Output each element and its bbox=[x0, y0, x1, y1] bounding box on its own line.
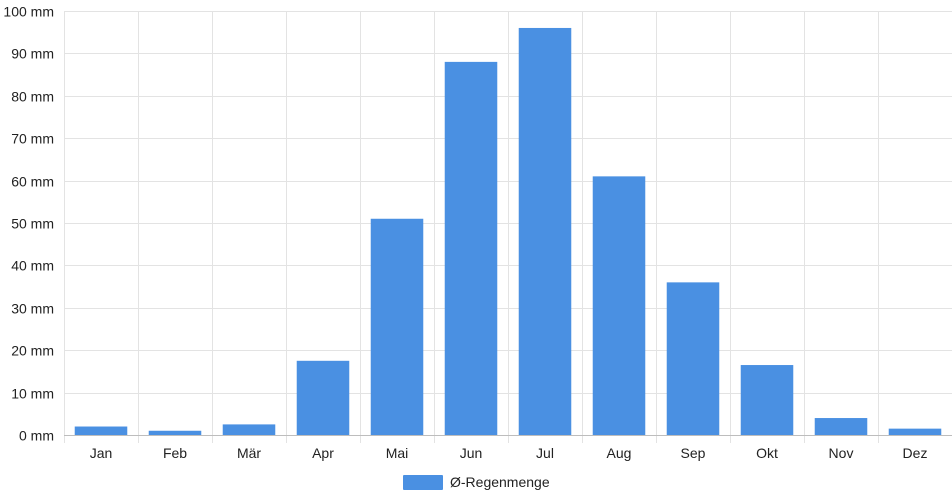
x-tick-label: Mai bbox=[386, 445, 409, 461]
x-tick-label: Dez bbox=[903, 445, 928, 461]
x-tick-label: Feb bbox=[163, 445, 187, 461]
bar-jul[interactable] bbox=[518, 27, 572, 436]
y-axis-ticks: 0 mm 10 mm 20 mm 30 mm 40 mm 50 mm 60 mm 70 mm 8… bbox=[3, 4, 54, 444]
x-tick-label: Sep bbox=[681, 445, 706, 461]
y-tick-label: 70 mm bbox=[11, 131, 54, 147]
x-tick-label: Apr bbox=[312, 445, 334, 461]
x-tick-label: Aug bbox=[607, 445, 632, 461]
legend[interactable]: Ø-Regenmenge bbox=[403, 474, 550, 490]
bar-dez[interactable] bbox=[888, 428, 942, 435]
bar-mär[interactable] bbox=[222, 424, 276, 435]
bar-apr[interactable] bbox=[296, 360, 350, 435]
y-tick-label: 50 mm bbox=[11, 216, 54, 232]
bar-nov[interactable] bbox=[814, 418, 868, 435]
bar-mai[interactable] bbox=[370, 218, 424, 435]
y-tick-label: 0 mm bbox=[19, 428, 54, 444]
bar-jun[interactable] bbox=[444, 61, 498, 435]
x-tick-label: Jun bbox=[460, 445, 483, 461]
bar-sep[interactable] bbox=[666, 282, 720, 435]
legend-label: Ø-Regenmenge bbox=[450, 474, 550, 490]
y-tick-label: 100 mm bbox=[3, 4, 54, 20]
x-tick-label: Jan bbox=[90, 445, 113, 461]
bar-series bbox=[74, 27, 942, 436]
bar-aug[interactable] bbox=[592, 176, 646, 436]
bar-okt[interactable] bbox=[740, 365, 794, 435]
x-axis-ticks: Jan Feb Mär Apr Mai Jun Jul Aug Sep Okt Nov Dez bbox=[90, 445, 928, 461]
y-tick-label: 80 mm bbox=[11, 89, 54, 105]
x-tick-label: Nov bbox=[829, 445, 854, 461]
y-tick-label: 60 mm bbox=[11, 174, 54, 190]
y-tick-label: 40 mm bbox=[11, 258, 54, 274]
legend-swatch bbox=[403, 475, 443, 490]
grid bbox=[64, 11, 952, 443]
y-tick-label: 30 mm bbox=[11, 301, 54, 317]
x-tick-label: Okt bbox=[756, 445, 778, 461]
x-tick-label: Mär bbox=[237, 445, 261, 461]
bar-jan[interactable] bbox=[74, 426, 128, 435]
bar-feb[interactable] bbox=[148, 430, 202, 435]
y-tick-label: 90 mm bbox=[11, 46, 54, 62]
x-tick-label: Jul bbox=[536, 445, 554, 461]
y-tick-label: 10 mm bbox=[11, 386, 54, 402]
y-tick-label: 20 mm bbox=[11, 343, 54, 359]
